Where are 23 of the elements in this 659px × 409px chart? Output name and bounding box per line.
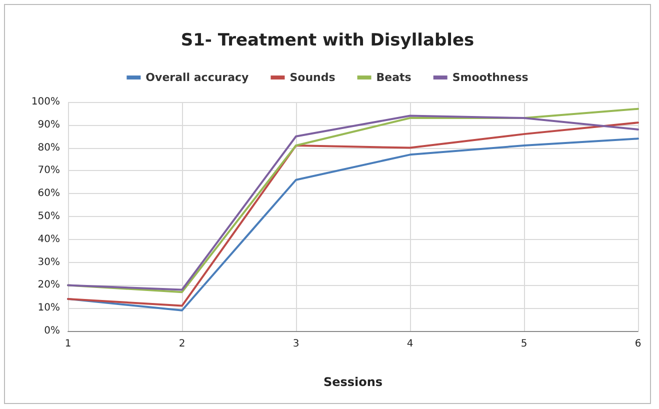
y-tick-label: 40% <box>38 234 60 245</box>
x-tick-label: 5 <box>520 338 528 350</box>
legend-label: Smoothness <box>452 71 529 84</box>
x-tick-label: 1 <box>64 338 72 350</box>
y-tick-label: 60% <box>38 188 60 200</box>
legend-label: Beats <box>376 71 412 84</box>
chart-title: S1- Treatment with Disyllables <box>180 30 474 50</box>
y-tick-label: 20% <box>38 280 60 291</box>
x-axis-title: Sessions <box>323 375 383 389</box>
legend-label: Overall accuracy <box>146 71 249 84</box>
y-tick-label: 80% <box>38 142 60 154</box>
x-tick-label: 2 <box>178 338 186 350</box>
y-tick-label: 30% <box>38 256 60 268</box>
y-tick-label: 10% <box>38 302 60 314</box>
y-tick-label: 70% <box>38 165 60 176</box>
x-tick-label: 3 <box>292 338 300 350</box>
x-tick-label: 6 <box>634 338 642 350</box>
y-tick-label: 50% <box>38 211 60 222</box>
y-tick-label: 0% <box>44 326 60 336</box>
legend-label: Sounds <box>290 71 336 84</box>
y-tick-label: 90% <box>38 119 60 130</box>
y-tick-label: 100% <box>31 96 60 108</box>
x-tick-label: 4 <box>406 338 414 350</box>
